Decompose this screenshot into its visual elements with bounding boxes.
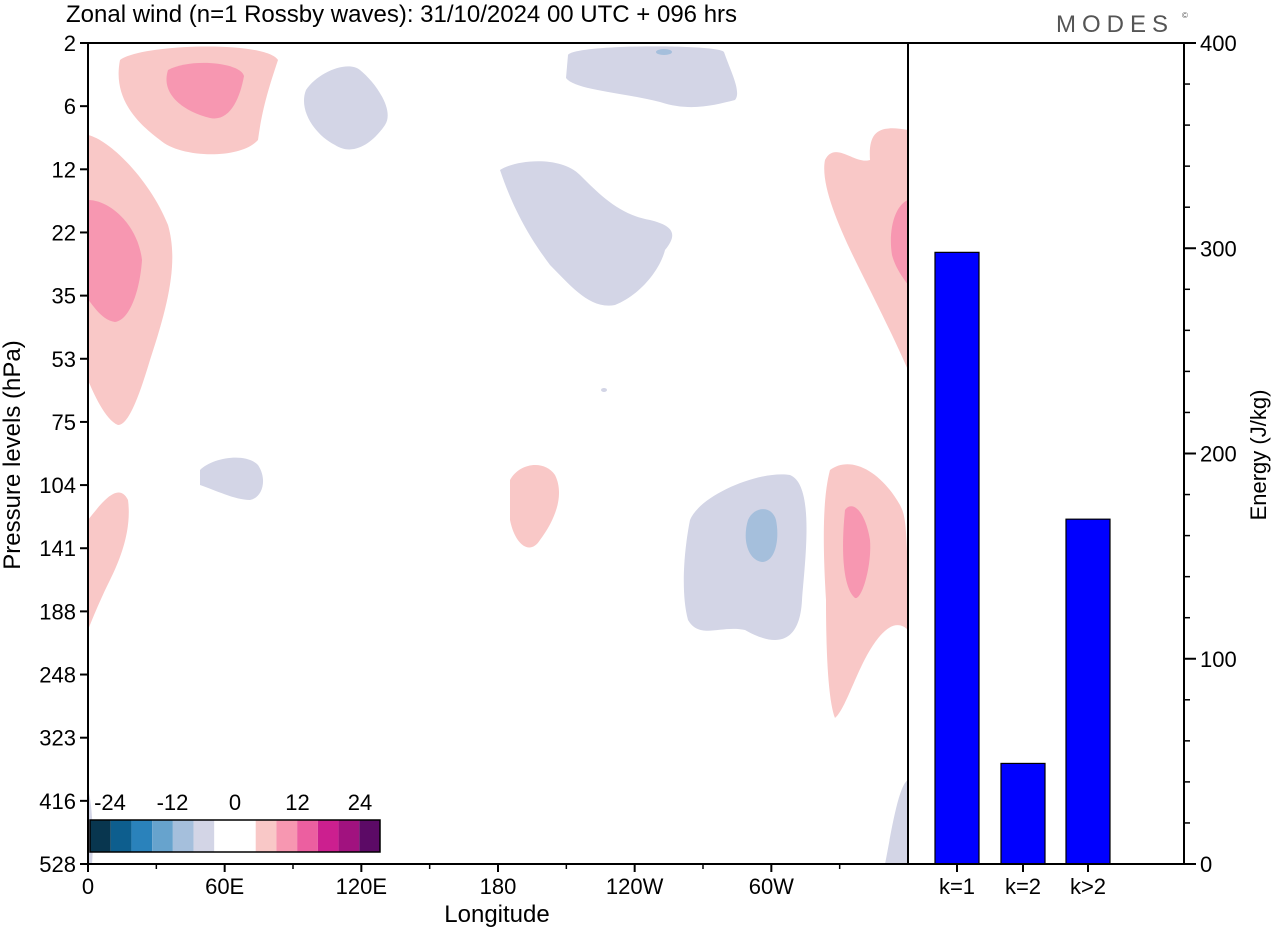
colorbar-swatch <box>255 820 277 852</box>
chart-title: Zonal wind (n=1 Rossby waves): 31/10/202… <box>66 1 737 28</box>
heatmap-y-tick-label: 6 <box>64 94 76 119</box>
heatmap-y-tick-label: 2 <box>64 31 76 56</box>
colorbar-swatch <box>131 820 153 852</box>
region-neg-top <box>303 66 388 150</box>
bar-x-axis: k=1 k=2 k>2 <box>939 864 1106 899</box>
colorbar-swatch <box>172 820 194 852</box>
brand-mark: © <box>1182 11 1188 20</box>
energy-bar-chart <box>934 251 1111 865</box>
heatmap-y-label: Pressure levels (hPa) <box>0 340 26 569</box>
bar-y-tick-label: 0 <box>1200 852 1212 877</box>
bar-k>2 <box>1065 518 1111 865</box>
heatmap-x-tick-label: 120W <box>606 874 664 899</box>
region-pos-left-core <box>88 200 142 322</box>
region-neg-104 <box>200 457 264 500</box>
bar-k=2 <box>1000 762 1046 865</box>
colorbar-swatch <box>193 820 215 852</box>
region-neg-bottomright <box>885 780 908 864</box>
heatmap-y-tick-label: 22 <box>52 220 76 245</box>
heatmap-x-tick-label: 120E <box>336 874 387 899</box>
colorbar-label: 12 <box>285 790 309 815</box>
colorbar-swatch <box>338 820 360 852</box>
region-neg-dot <box>601 388 607 392</box>
heatmap-x-tick-label: 60W <box>749 874 794 899</box>
colorbar-swatch <box>90 820 111 852</box>
bar-y-axis: 0 100 200 300 400 <box>1184 31 1237 877</box>
region-pos-right-upper <box>824 128 908 370</box>
colorbar-swatch <box>317 820 339 852</box>
colorbar-swatch <box>276 820 298 852</box>
colorbar-label: 24 <box>348 790 372 815</box>
bar-k=1 <box>934 251 980 865</box>
heatmap-y-tick-label: 323 <box>39 726 76 751</box>
region-pos-lowright <box>823 464 908 718</box>
heatmap-y-tick-label: 141 <box>39 536 76 561</box>
heatmap-x-label: Longitude <box>444 901 549 928</box>
region-pos-topleft-core <box>166 62 244 119</box>
region-neg-lowright <box>683 474 807 640</box>
colorbar <box>89 819 381 853</box>
colorbar-frame <box>89 819 381 853</box>
bar-y-tick-label: 300 <box>1200 236 1237 261</box>
bar-x-tick-label: k>2 <box>1070 874 1106 899</box>
colorbar-labels: -24 -12 0 12 24 <box>94 790 372 815</box>
heatmap-y-tick-label: 416 <box>39 789 76 814</box>
region-pos-right-upper-core <box>890 200 908 285</box>
heatmap-x-tick-label: 180 <box>480 874 517 899</box>
colorbar-label: -24 <box>94 790 126 815</box>
heatmap-y-tick-label: 104 <box>39 473 76 498</box>
heatmap-field <box>88 46 908 864</box>
region-neg-top2 <box>566 46 738 108</box>
region-pos-center-low <box>510 464 560 548</box>
heatmap-y-tick-label: 248 <box>39 663 76 688</box>
heatmap-y-tick-label: 188 <box>39 599 76 624</box>
heatmap-x-tick-label: 0 <box>82 874 94 899</box>
region-pos-bottomleft <box>88 492 129 630</box>
colorbar-swatch <box>297 820 318 852</box>
region-neg-top2-core <box>656 49 672 55</box>
brand-logo: MODES <box>1056 11 1174 38</box>
colorbar-label: -12 <box>157 790 189 815</box>
heatmap-frame <box>87 42 909 865</box>
colorbar-swatch <box>214 820 235 852</box>
heatmap-y-tick-label: 75 <box>52 410 76 435</box>
region-pos-lowright-core <box>843 506 871 599</box>
heatmap-x-tick-label: 60E <box>205 874 244 899</box>
bar-y-label: Energy (J/kg) <box>1246 390 1271 521</box>
bar-y-tick-label: 100 <box>1200 647 1237 672</box>
colorbar-swatch <box>235 820 256 852</box>
heatmap-y-tick-label: 35 <box>52 284 76 309</box>
bar-x-tick-label: k=2 <box>1005 874 1041 899</box>
heatmap-y-tick-label: 12 <box>52 157 76 182</box>
region-neg-center <box>500 161 673 306</box>
heatmap-y-axis: 2 6 12 22 35 53 75 104 141 188 248 323 416 528 <box>39 31 88 877</box>
heatmap-y-tick-label: 528 <box>39 852 76 877</box>
heatmap-y-tick-label: 53 <box>52 347 76 372</box>
region-neg-lowright-core <box>745 509 778 562</box>
colorbar-swatch <box>110 820 132 852</box>
heatmap-x-axis: 0 60E 120E 180 120W 60W <box>82 864 841 899</box>
colorbar-swatch <box>152 820 173 852</box>
colorbar-swatch <box>359 820 380 852</box>
bar-y-tick-label: 400 <box>1200 31 1237 56</box>
bar-y-tick-label: 200 <box>1200 442 1237 467</box>
colorbar-label: 0 <box>229 790 241 815</box>
bar-x-tick-label: k=1 <box>939 874 975 899</box>
